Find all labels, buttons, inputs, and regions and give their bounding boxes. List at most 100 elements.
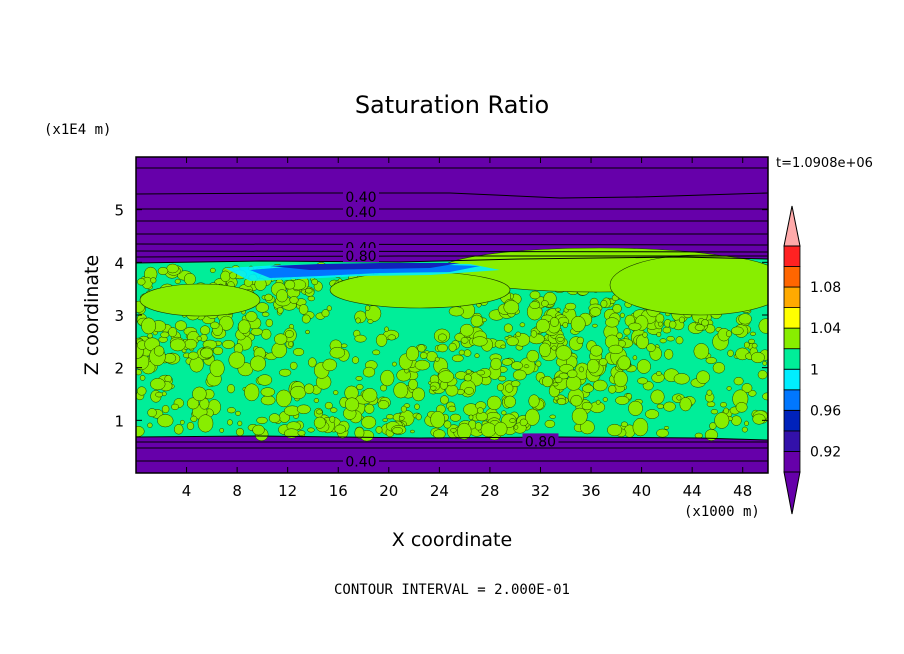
supersaturated-patch [235, 428, 245, 437]
supersaturated-patch [157, 267, 169, 275]
supersaturated-patch [382, 418, 388, 422]
contour-lines [136, 167, 768, 462]
supersaturated-patch [494, 421, 508, 437]
supersaturated-patch [313, 416, 326, 429]
supersaturated-patch [549, 317, 560, 327]
supersaturated-patch [415, 413, 422, 421]
supersaturated-patch [750, 331, 756, 336]
supersaturated-patch [750, 351, 765, 364]
supersaturated-patch [450, 413, 461, 422]
supersaturated-swath [609, 254, 768, 316]
contour-label: 0.40 [345, 454, 376, 470]
supersaturated-patch [662, 326, 672, 334]
supersaturated-patch [476, 370, 486, 376]
supersaturated-patch [438, 370, 455, 383]
supersaturated-patch [637, 377, 648, 385]
supersaturated-patch [694, 324, 705, 331]
supersaturated-patch [408, 378, 418, 390]
supersaturated-patch [709, 422, 717, 430]
supersaturated-patch [276, 289, 288, 303]
supersaturated-patch [298, 304, 309, 315]
supersaturated-patch [503, 323, 513, 333]
supersaturated-patch [529, 301, 541, 309]
supersaturated-patch [758, 318, 768, 334]
supersaturated-patch [501, 410, 507, 416]
supersaturated-patch [616, 332, 623, 339]
supersaturated-patch [344, 397, 360, 412]
supersaturated-patch [434, 356, 440, 362]
supersaturated-patch [333, 390, 339, 396]
supersaturated-patch [160, 331, 170, 338]
supersaturated-patch [139, 375, 146, 381]
supersaturated-patch [525, 408, 540, 426]
supersaturated-patch [706, 401, 716, 408]
supersaturated-patch [227, 419, 233, 426]
contour-label-bg [342, 453, 379, 468]
supersaturated-patch [696, 370, 710, 384]
supersaturated-patch [602, 397, 608, 402]
supersaturated-patch [646, 343, 656, 353]
supersaturated-patch [437, 343, 448, 353]
supersaturated-patch [235, 410, 241, 416]
supersaturated-patch [180, 419, 185, 425]
supersaturated-patch [168, 327, 178, 338]
supersaturated-patch [271, 342, 287, 359]
supersaturated-patch [555, 345, 572, 361]
supersaturated-patch [565, 375, 582, 391]
x-tick-label: 28 [480, 482, 499, 500]
supersaturated-patch [556, 336, 564, 342]
supersaturated-patch [284, 330, 294, 338]
contour-interval-note: CONTOUR INTERVAL = 2.000E-01 [334, 582, 570, 598]
supersaturated-patch [237, 319, 251, 334]
supersaturated-patch [529, 290, 541, 300]
supersaturated-patch [393, 382, 409, 399]
supersaturated-patch [642, 331, 648, 338]
supersaturated-patch [657, 321, 663, 327]
supersaturated-patch [564, 302, 577, 311]
supersaturated-patch [210, 321, 220, 329]
supersaturated-patch [727, 349, 734, 357]
supersaturated-patch [617, 355, 631, 371]
supersaturated-patch [526, 349, 540, 363]
supersaturated-patch [705, 357, 717, 364]
supersaturated-patch [196, 336, 202, 341]
supersaturated-patch [169, 338, 186, 352]
supersaturated-patch [137, 278, 146, 286]
supersaturated-patch [530, 330, 538, 338]
supersaturated-patch [141, 317, 157, 335]
supersaturated-patch [400, 405, 407, 413]
supersaturated-patch [412, 387, 425, 402]
supersaturated-patch [326, 305, 332, 312]
supersaturated-patch [623, 328, 631, 336]
supersaturated-patch [329, 415, 336, 423]
x-tick-label: 32 [531, 482, 550, 500]
supersaturated-patch [380, 369, 395, 387]
supersaturated-patch [324, 401, 333, 410]
supersaturated-patch [261, 328, 272, 340]
supersaturated-patch [414, 359, 430, 371]
supersaturated-patch [315, 409, 323, 415]
supersaturated-patch [519, 418, 528, 427]
supersaturated-patch [513, 424, 519, 430]
supersaturated-patch [620, 421, 628, 428]
supersaturated-patch [209, 359, 225, 377]
colorbar: 0.92 0.96 1 1.04 1.08 [783, 205, 841, 515]
supersaturated-patch [523, 364, 530, 369]
supersaturated-patch [166, 263, 179, 274]
supersaturated-patch [509, 418, 516, 423]
y-tick-label: 5 [114, 202, 124, 220]
supersaturated-patch [506, 336, 519, 347]
x-tick-label: 36 [581, 482, 600, 500]
supersaturated-patch [663, 401, 676, 412]
supersaturated-patch [228, 351, 246, 369]
supersaturated-patch [600, 299, 608, 308]
supersaturated-patch [244, 383, 260, 402]
supersaturated-patch [355, 376, 363, 381]
supersaturated-patch [410, 429, 415, 434]
supersaturated-patch [693, 343, 710, 360]
supersaturated-patch [496, 383, 505, 392]
supersaturated-patch [664, 349, 674, 360]
supersaturated-patch [136, 425, 145, 437]
x-axis-title: X coordinate [392, 529, 512, 551]
supersaturated-patch [354, 334, 367, 343]
